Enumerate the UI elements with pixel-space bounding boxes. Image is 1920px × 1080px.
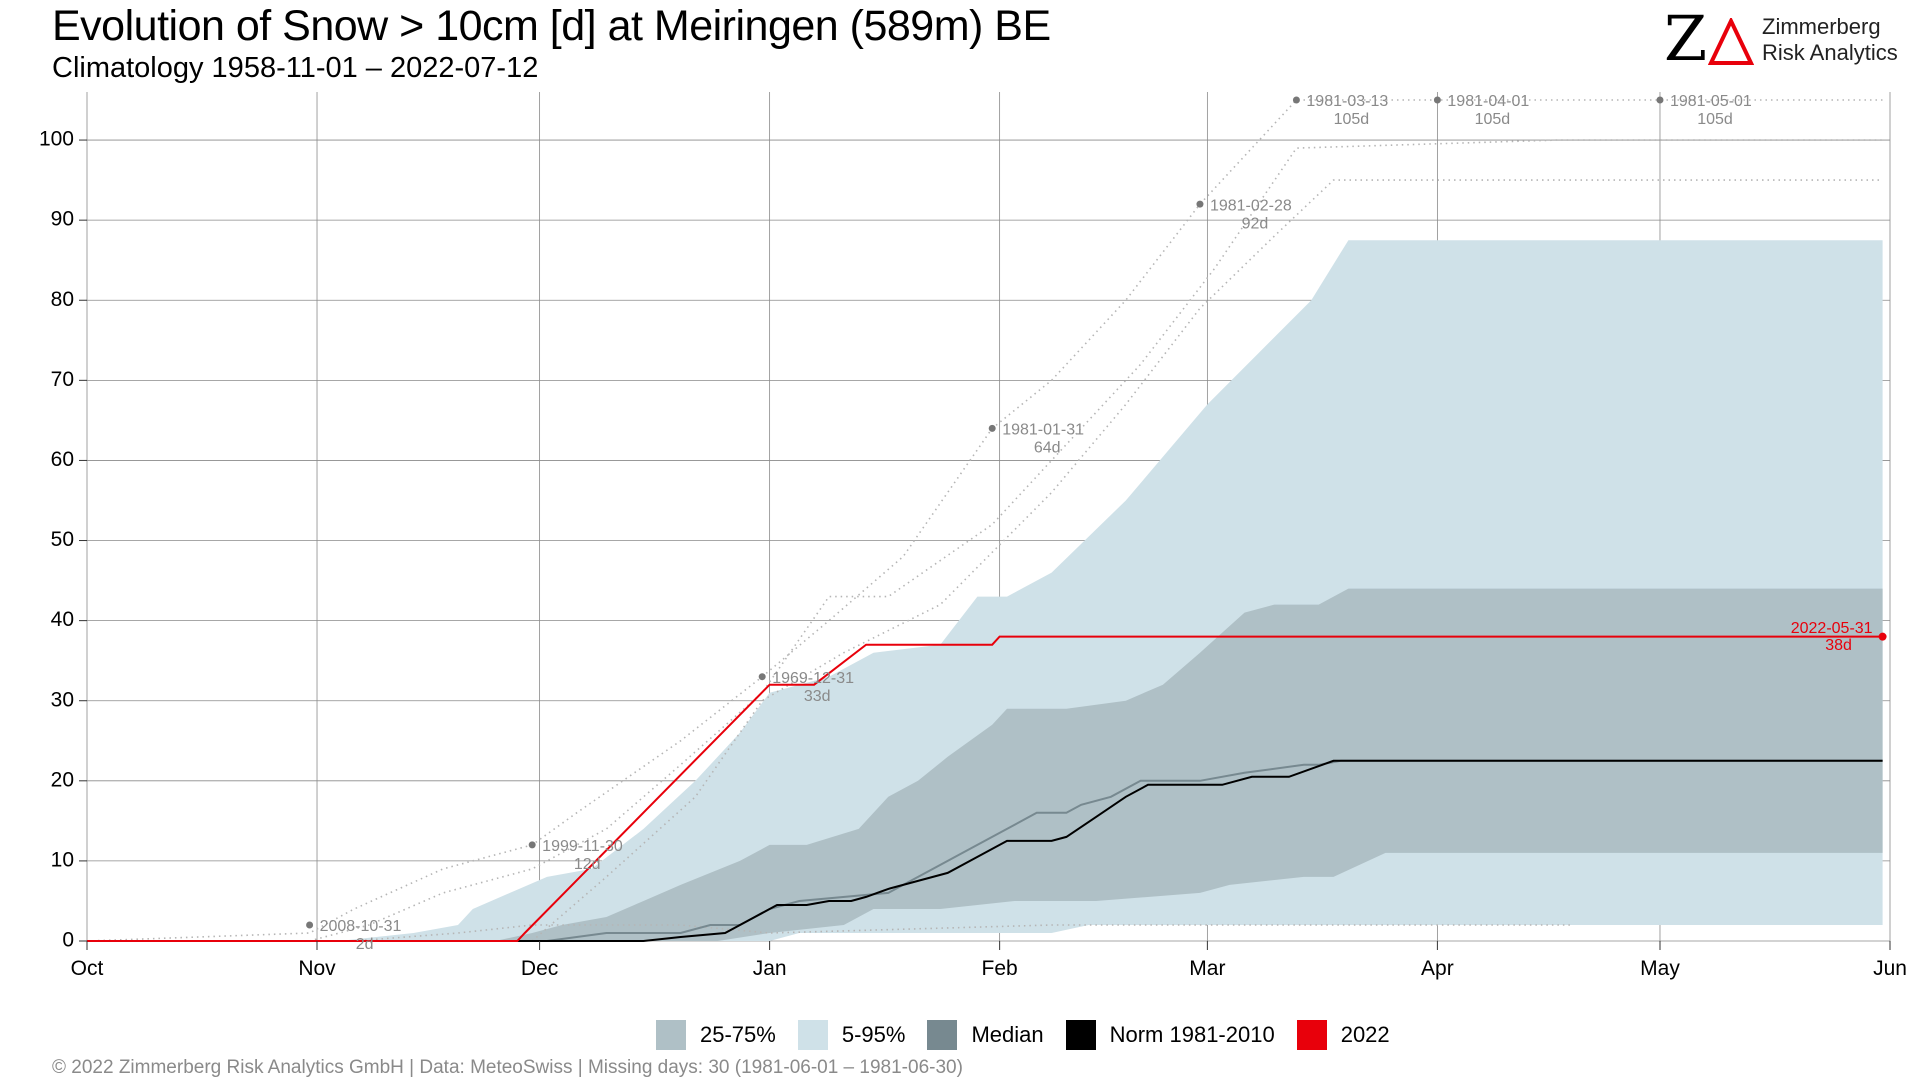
record-date-label: 1981-02-28 [1210, 197, 1292, 214]
record-envelope-line [531, 179, 1883, 942]
legend-swatch-median [927, 1020, 958, 1050]
legend-swatch-5-95 [797, 1020, 828, 1050]
record-point [528, 841, 536, 849]
x-tick-label: Oct [71, 957, 104, 980]
record-value-label: 33d [804, 688, 831, 705]
record-value-label: 64d [1034, 440, 1061, 457]
end-value-label-2022: 38d [1825, 637, 1852, 654]
legend-label-norm: Norm 1981-2010 [1109, 1022, 1275, 1047]
chart-title: Evolution of Snow > 10cm [d] at Meiringe… [52, 2, 1051, 50]
legend-item-5-95: 5-95% [797, 1020, 906, 1050]
chart-subtitle: Climatology 1958-11-01 – 2022-07-12 [52, 52, 539, 84]
y-tick-label: 10 [51, 848, 74, 871]
logo-line-1: Zimmerberg [1762, 14, 1881, 39]
y-tick-label: 30 [51, 688, 74, 711]
legend-item-25-75: 25-75% [656, 1020, 776, 1050]
x-tick-label: Jan [753, 957, 787, 980]
x-tick-label: May [1640, 957, 1680, 980]
legend-item-2022: 2022 [1296, 1020, 1390, 1050]
record-point [988, 424, 996, 432]
y-tick-label: 80 [51, 288, 74, 311]
end-date-label-2022: 2022-05-31 [1791, 620, 1873, 637]
y-tick-label: 0 [62, 929, 74, 952]
y-tick-label: 100 [39, 128, 74, 151]
legend-swatch-norm [1065, 1020, 1096, 1050]
x-tick-label: Nov [298, 957, 336, 980]
logo-z-letter: Z [1664, 2, 1708, 75]
x-tick-label: Feb [982, 957, 1018, 980]
record-point [1196, 200, 1204, 208]
record-date-label: 1981-05-01 [1670, 93, 1752, 110]
y-tick-label: 20 [51, 768, 74, 791]
record-value-label: 2d [356, 936, 374, 953]
series-line-2022 [87, 635, 1883, 942]
record-point [758, 673, 766, 681]
record-envelope-line [354, 924, 1571, 942]
y-tick-label: 60 [51, 448, 74, 471]
series-line-norm-1981-2010 [87, 759, 1883, 942]
record-value-label: 105d [1697, 111, 1733, 128]
legend-swatch-2022 [1296, 1020, 1327, 1050]
x-tick-label: Apr [1421, 957, 1454, 980]
legend-label-2022: 2022 [1340, 1022, 1390, 1047]
record-envelope-line [309, 139, 1883, 942]
logo-triangle-icon [1708, 18, 1754, 65]
record-date-label: 1981-01-31 [1002, 422, 1084, 439]
company-logo: Z Zimmerberg Risk Analytics [1664, 4, 1904, 74]
y-tick-label: 50 [51, 528, 74, 551]
record-value-label: 92d [1242, 215, 1269, 232]
series-line-median [87, 759, 1883, 942]
legend-label-5-95: 5-95% [841, 1022, 906, 1047]
record-point [306, 921, 314, 929]
band-25-75 [87, 588, 1883, 941]
record-value-label: 12d [574, 856, 601, 873]
y-tick-label: 90 [51, 208, 74, 231]
footer-credits: © 2022 Zimmerberg Risk Analytics GmbH | … [52, 1057, 963, 1078]
x-tick-label: Mar [1189, 957, 1225, 980]
x-tick-label: Dec [521, 957, 558, 980]
logo-line-2: Risk Analytics [1762, 40, 1898, 65]
record-date-label: 2008-10-31 [320, 918, 402, 935]
record-point [1656, 96, 1664, 104]
record-date-label: 1981-04-01 [1447, 93, 1529, 110]
legend-item-median: Median [927, 1020, 1044, 1050]
end-point-2022 [1878, 632, 1887, 641]
legend-swatch-25-75 [656, 1020, 686, 1050]
record-value-label: 105d [1475, 111, 1511, 128]
record-date-label: 1999-11-30 [542, 838, 623, 855]
legend-item-norm: Norm 1981-2010 [1065, 1020, 1275, 1050]
record-date-label: 1981-03-13 [1306, 93, 1388, 110]
record-point [1292, 96, 1300, 104]
logo-text: Zimmerberg Risk Analytics [1762, 14, 1898, 66]
y-tick-label: 40 [51, 608, 74, 631]
y-tick-label: 70 [51, 368, 74, 391]
x-tick-label: Jun [1873, 957, 1907, 980]
record-date-label: 1969-12-31 [772, 670, 854, 687]
legend-label-median: Median [971, 1022, 1044, 1047]
record-point [1433, 96, 1441, 104]
legend-label-25-75: 25-75% [700, 1022, 776, 1047]
chart-legend: 25-75% 5-95% Median Norm 1981-2010 2022 [656, 1020, 1412, 1050]
record-value-label: 105d [1334, 111, 1370, 128]
